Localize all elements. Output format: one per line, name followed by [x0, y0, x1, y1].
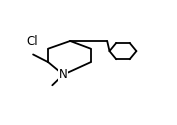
Text: Cl: Cl — [26, 36, 38, 49]
Text: N: N — [59, 68, 68, 81]
